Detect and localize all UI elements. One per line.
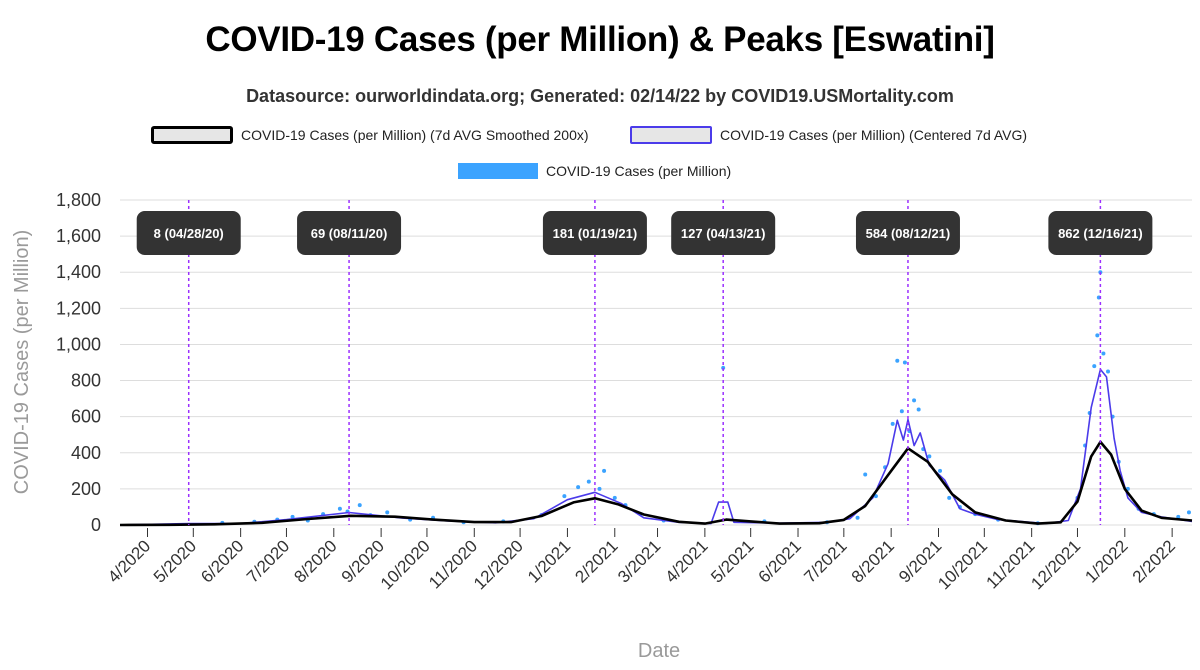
- peak-label-box: [136, 211, 241, 255]
- case-point: [597, 486, 602, 491]
- y-tick-label: 600: [71, 407, 101, 427]
- smoothed-line: [119, 440, 1193, 527]
- x-tick-label: 10/2021: [934, 536, 991, 593]
- legend-label-centered: COVID-19 Cases (per Million) (Centered 7…: [720, 127, 1028, 143]
- legend-swatch-centered: [630, 126, 712, 144]
- case-point: [602, 468, 607, 473]
- peak-label: 8 (04/28/20): [154, 226, 224, 241]
- peak-label-box: [1048, 211, 1153, 255]
- y-axis-ticks: 0 200 400 600 800 1,000 1,200 1,400 1,600 1,800: [56, 190, 101, 535]
- case-point: [1101, 351, 1106, 356]
- peak-markers: 8 (04/28/20) 69 (08/11/20) 181 (01/19/21) 1…: [136, 200, 1153, 525]
- x-tick-label: 8/2020: [290, 536, 340, 586]
- case-point: [562, 494, 567, 499]
- y-tick-label: 1,200: [56, 298, 101, 318]
- peak-label-box: [542, 211, 647, 255]
- case-point: [357, 503, 362, 508]
- legend-item-cases[interactable]: COVID-19 Cases (per Million): [458, 163, 731, 179]
- y-tick-label: 200: [71, 479, 101, 499]
- x-tick-label: 4/2020: [104, 536, 154, 586]
- case-point: [1176, 514, 1181, 519]
- x-tick-label: 5/2021: [707, 536, 757, 586]
- series-lines: [119, 368, 1193, 527]
- case-point: [337, 506, 342, 511]
- peak-label: 127 (04/13/21): [681, 226, 766, 241]
- legend-label-cases: COVID-19 Cases (per Million): [546, 163, 732, 179]
- case-point: [855, 515, 860, 520]
- y-tick-label: 1,400: [56, 262, 101, 282]
- x-tick-label: 1/2022: [1081, 536, 1131, 586]
- legend-item-centered[interactable]: COVID-19 Cases (per Million) (Centered 7…: [630, 126, 1027, 144]
- case-point: [1092, 364, 1097, 369]
- case-point: [916, 407, 921, 412]
- gridlines: [120, 199, 1192, 526]
- legend-swatch-smoothed: [151, 126, 233, 144]
- case-point: [576, 485, 581, 490]
- case-point: [1095, 333, 1100, 338]
- case-point: [902, 360, 907, 365]
- x-tick-label: 11/2021: [982, 536, 1038, 592]
- x-axis-title: Date: [638, 640, 680, 662]
- case-point: [927, 454, 932, 459]
- x-tick-label: 12/2020: [470, 536, 527, 593]
- x-tick-label: 4/2021: [661, 536, 711, 586]
- x-tick-label: 1/2021: [524, 536, 574, 586]
- x-tick-label: 2/2022: [1129, 536, 1179, 586]
- x-tick-label: 7/2020: [243, 536, 293, 586]
- x-tick-label: 7/2021: [800, 536, 850, 586]
- chart-subtitle: Datasource: ourworldindata.org; Generate…: [246, 86, 954, 106]
- x-tick-label: 6/2020: [197, 536, 247, 586]
- x-tick-label: 11/2020: [425, 536, 481, 592]
- y-tick-label: 1,000: [56, 334, 101, 354]
- case-point: [1186, 510, 1191, 515]
- y-axis-title: COVID-19 Cases (per Million): [11, 230, 33, 495]
- peak-label: 69 (08/11/20): [311, 226, 388, 241]
- case-point: [612, 495, 617, 500]
- case-point: [863, 472, 868, 477]
- case-point: [385, 510, 390, 515]
- legend-swatch-cases: [458, 163, 538, 179]
- y-tick-label: 800: [71, 371, 101, 391]
- legend-item-smoothed[interactable]: COVID-19 Cases (per Million) (7d AVG Smo…: [151, 126, 589, 144]
- y-tick-label: 0: [91, 515, 101, 535]
- peak-label-box: [297, 211, 402, 255]
- case-point: [1106, 369, 1111, 374]
- x-tick-label: 6/2021: [755, 536, 805, 586]
- peak-label-box: [855, 211, 960, 255]
- case-point: [586, 479, 591, 484]
- peak-label: 181 (01/19/21): [553, 226, 638, 241]
- x-tick-label: 2/2021: [571, 536, 621, 586]
- centered-line: [119, 368, 1193, 526]
- peak-label: 584 (08/12/21): [866, 226, 951, 241]
- x-tick-label: 12/2021: [1027, 536, 1084, 593]
- legend-label-smoothed: COVID-19 Cases (per Million) (7d AVG Smo…: [241, 127, 589, 143]
- y-tick-label: 1,600: [56, 226, 101, 246]
- case-point: [899, 409, 904, 414]
- x-tick-label: 3/2021: [614, 536, 664, 586]
- peak-label-box: [671, 211, 776, 255]
- case-point: [938, 468, 943, 473]
- x-tick-label: 10/2020: [377, 536, 434, 593]
- case-point: [890, 421, 895, 426]
- case-point: [721, 365, 726, 370]
- x-tick-label: 5/2020: [150, 536, 200, 586]
- case-point: [947, 495, 952, 500]
- case-point: [895, 358, 900, 363]
- peak-label: 862 (12/16/21): [1058, 226, 1143, 241]
- x-tick-label: 8/2021: [848, 536, 898, 586]
- x-axis-ticks: 4/20205/20206/20207/20208/20209/202010/2…: [104, 528, 1179, 593]
- y-tick-label: 1,800: [56, 190, 101, 210]
- chart-title: COVID-19 Cases (per Million) & Peaks [Es…: [205, 20, 995, 59]
- case-point: [290, 514, 295, 519]
- case-point: [912, 398, 917, 403]
- y-tick-label: 400: [71, 443, 101, 463]
